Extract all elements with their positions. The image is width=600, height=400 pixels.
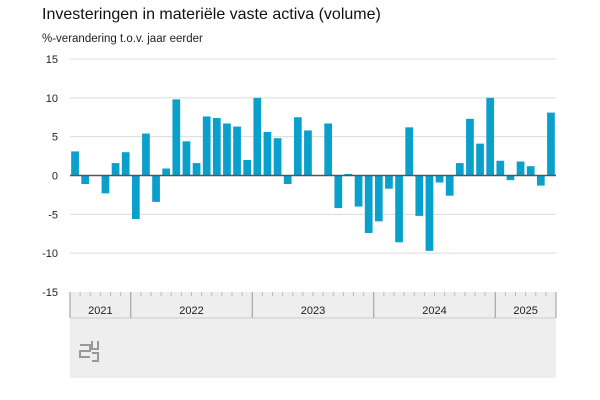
bar <box>506 175 515 181</box>
bar <box>536 175 545 186</box>
y-tick-label: -15 <box>42 287 58 299</box>
bar <box>405 127 414 176</box>
bar <box>202 116 211 176</box>
bar <box>526 166 535 176</box>
bar <box>111 163 120 176</box>
bar <box>455 163 464 176</box>
y-tick-label: 5 <box>52 132 58 144</box>
bar <box>344 173 353 176</box>
bar <box>172 99 181 176</box>
bar <box>283 175 292 185</box>
bar <box>354 175 363 207</box>
bar <box>192 163 201 176</box>
y-tick-label: 15 <box>46 54 58 66</box>
y-tick-label: 10 <box>46 93 58 105</box>
bar <box>223 123 231 176</box>
bar <box>233 126 241 176</box>
y-tick-label: 0 <box>52 171 58 183</box>
bar <box>212 118 221 176</box>
bar <box>273 138 282 176</box>
bar <box>71 151 79 176</box>
x-tick-label: 2021 <box>88 305 112 317</box>
bar <box>445 175 454 196</box>
cbs-logo-icon <box>79 341 99 362</box>
bar <box>476 143 484 176</box>
bar <box>496 160 505 176</box>
bar <box>131 175 140 219</box>
bar <box>293 117 302 176</box>
bar <box>486 97 495 176</box>
bar <box>162 168 171 176</box>
bar <box>101 175 110 194</box>
y-tick-label: -10 <box>42 248 58 260</box>
bar <box>385 175 393 189</box>
bar <box>435 175 444 183</box>
x-tick-label: 2023 <box>301 305 325 317</box>
bar <box>334 175 343 209</box>
x-axis-band <box>70 292 556 378</box>
bar <box>152 175 160 202</box>
bar <box>415 175 424 216</box>
bar <box>182 141 191 176</box>
bar <box>263 132 272 176</box>
x-tick-label: 2025 <box>513 305 537 317</box>
bar <box>364 175 373 233</box>
bar <box>425 175 434 251</box>
bar <box>304 130 312 176</box>
bar <box>253 97 262 176</box>
y-tick-label: -5 <box>48 209 58 221</box>
chart-title: Investeringen in materiële vaste activa … <box>42 6 381 23</box>
y-axis-label: %-verandering t.o.v. jaar eerder <box>42 33 203 45</box>
bar <box>516 161 525 176</box>
bar <box>81 175 90 185</box>
x-tick-label: 2022 <box>179 305 203 317</box>
bar <box>466 118 474 176</box>
bar <box>395 175 403 243</box>
bar <box>324 123 333 176</box>
bar <box>243 159 252 176</box>
x-tick-label: 2024 <box>422 305 446 317</box>
bar <box>121 152 130 176</box>
bar <box>142 133 150 176</box>
bar <box>547 112 555 176</box>
bar <box>374 175 383 222</box>
